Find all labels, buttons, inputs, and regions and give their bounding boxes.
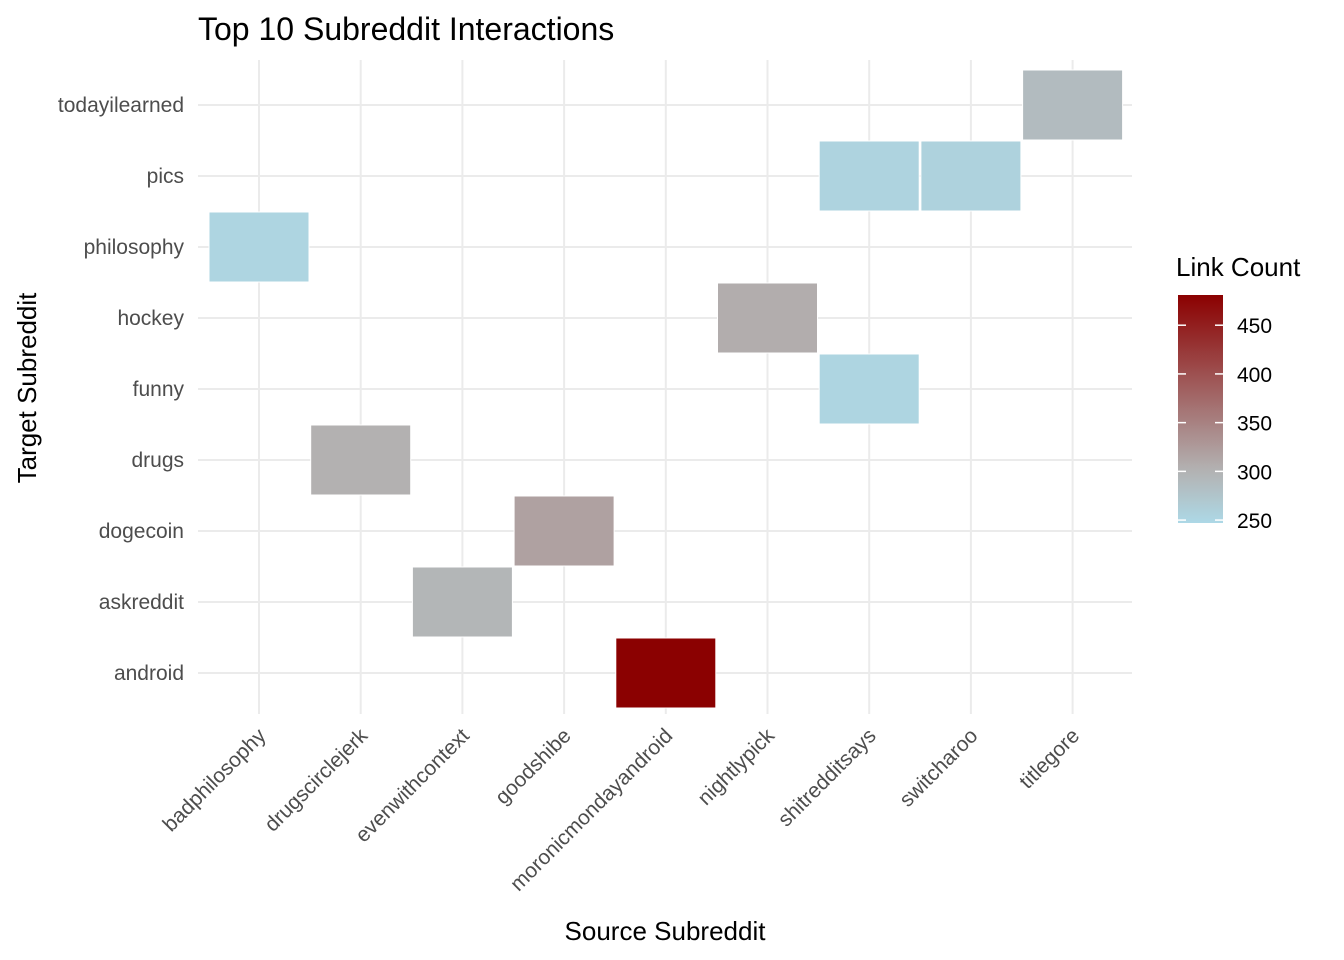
y-tick-label-hockey: hockey [117,307,184,330]
y-tick-label-funny: funny [133,378,185,401]
legend-tick-label-250: 250 [1237,510,1272,533]
legend-tick-label-450: 450 [1237,315,1272,338]
y-tick-label-pics: pics [147,165,184,188]
x-tick-label-shitredditsays: shitredditsays [774,724,881,831]
x-tick-label-drugscirclejerk: drugscirclejerk [260,724,372,836]
y-tick-label-drugs: drugs [131,449,184,472]
chart-title: Top 10 Subreddit Interactions [198,11,614,47]
x-axis-ticks: badphilosophydrugscirclejerkevenwithcont… [158,724,1084,896]
heatmap-tile-evenwithcontext-askreddit [411,566,513,638]
x-tick-label-titlegore: titlegore [1015,724,1084,793]
y-axis-ticks: android askreddit dogecoin drugs funny hockey… [58,94,185,685]
heatmap-tile-shitredditsays-pics [818,140,920,212]
heatmap-tile-switcharoo-pics [920,140,1022,212]
heatmap-tile-shitredditsays-funny [818,353,920,425]
y-tick-label-philosophy: philosophy [84,236,185,259]
x-tick-label-switcharoo: switcharoo [895,724,982,811]
x-tick-label-badphilosophy: badphilosophy [158,724,270,836]
x-tick-label-nightlypick: nightlypick [693,724,779,810]
heatmap-tile-moronicmondayandroid-android [615,637,717,709]
heatmap-tile-badphilosophy-philosophy [208,211,310,283]
y-tick-label-askreddit: askreddit [99,591,184,614]
x-tick-label-goodshibe: goodshibe [491,724,576,809]
grid-lines [198,60,1132,714]
legend-colorbar [1178,295,1223,523]
x-axis-title: Source Subreddit [565,916,767,946]
heatmap-tiles [208,69,1124,709]
legend-tick-label-350: 350 [1237,413,1272,436]
y-axis-title: Target Subreddit [12,292,42,484]
heatmap-tile-titlegore-todayilearned [1022,69,1124,141]
heatmap-tile-nightlypick-hockey [717,282,818,354]
legend-title: Link Count [1176,252,1301,282]
y-tick-label-todayilearned: todayilearned [58,94,184,117]
heatmap-tile-drugscirclejerk-drugs [310,424,412,496]
x-tick-label-moronicmondayandroid: moronicmondayandroid [506,724,677,895]
heatmap-tile-goodshibe-dogecoin [513,495,615,567]
y-tick-label-dogecoin: dogecoin [99,520,184,543]
legend-tick-label-400: 400 [1237,364,1272,387]
legend: Link Count 250 300 350 400 450 [1176,252,1301,533]
y-tick-label-android: android [114,662,184,685]
legend-ticks: 250 300 350 400 450 [1178,315,1272,533]
legend-tick-label-300: 300 [1237,461,1272,484]
